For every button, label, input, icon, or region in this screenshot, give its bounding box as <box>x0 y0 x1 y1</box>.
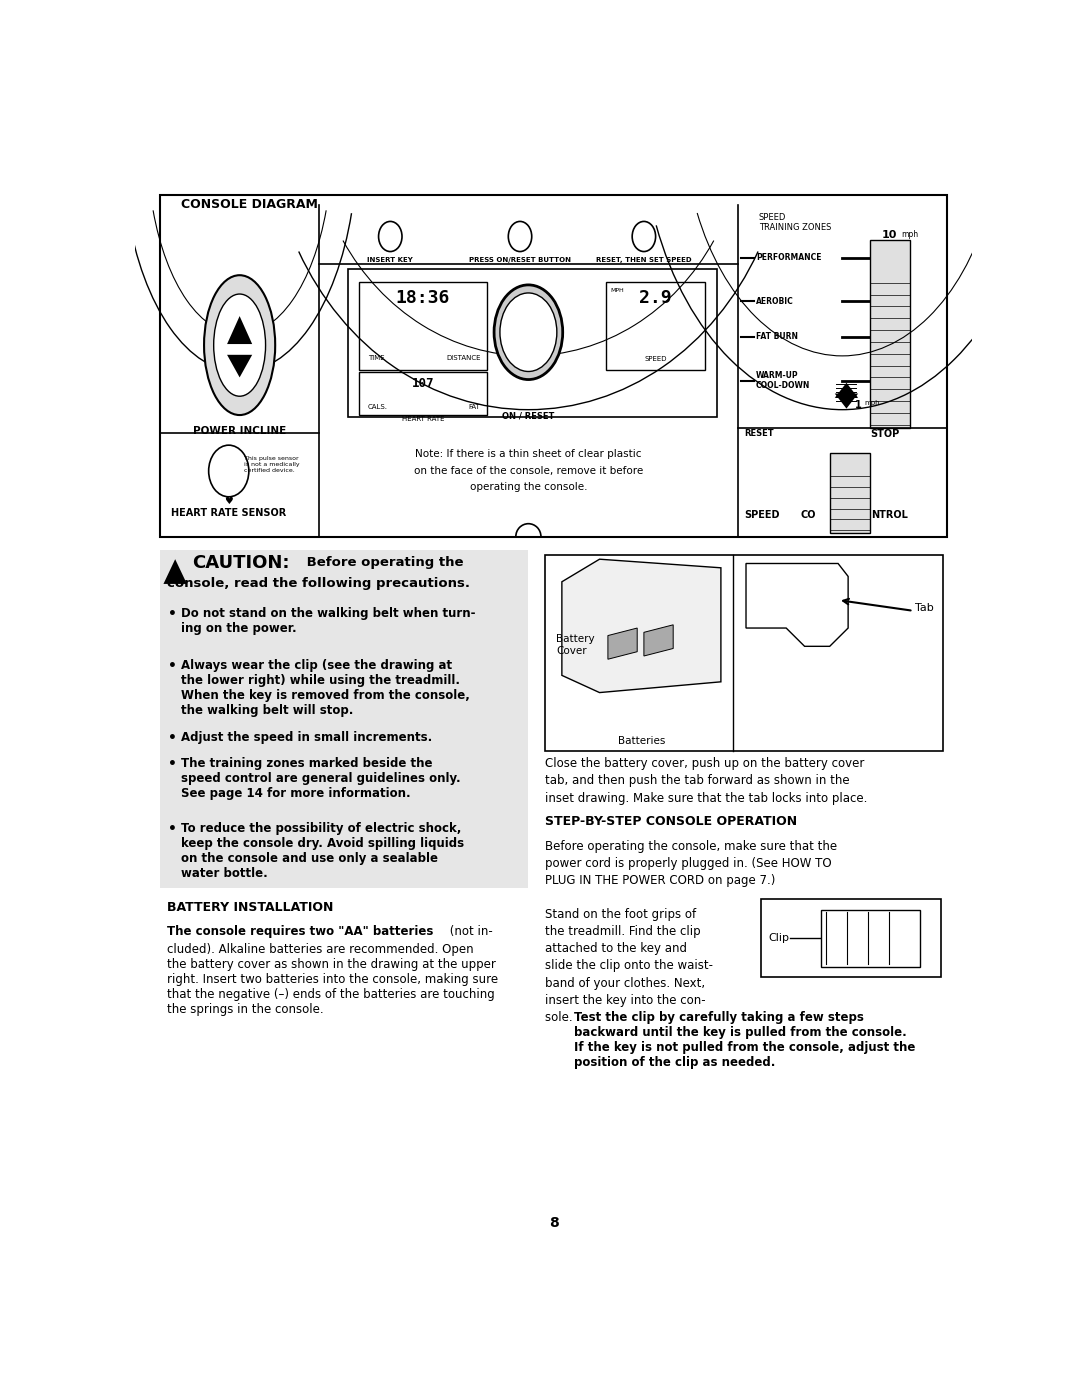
Text: NTROL: NTROL <box>872 510 908 521</box>
Text: POWER INCLINE: POWER INCLINE <box>193 426 286 436</box>
Text: STEP-BY-STEP CONSOLE OPERATION: STEP-BY-STEP CONSOLE OPERATION <box>545 816 797 828</box>
Text: band of your clothes. Next,: band of your clothes. Next, <box>545 977 705 989</box>
Text: power cord is properly plugged in. (See HOW TO: power cord is properly plugged in. (See … <box>545 858 832 870</box>
Text: Test the clip by carefully taking a few steps
backward until the key is pulled f: Test the clip by carefully taking a few … <box>575 1011 916 1069</box>
Text: Adjust the speed in small increments.: Adjust the speed in small increments. <box>181 731 432 745</box>
Ellipse shape <box>494 285 563 380</box>
Text: attached to the key and: attached to the key and <box>545 942 687 956</box>
Text: HEART RATE: HEART RATE <box>402 416 444 422</box>
Text: !: ! <box>173 566 177 574</box>
Text: 107: 107 <box>411 377 434 390</box>
Polygon shape <box>835 394 859 408</box>
Text: HEART RATE SENSOR: HEART RATE SENSOR <box>171 507 286 517</box>
Text: Battery
Cover: Battery Cover <box>556 634 595 657</box>
Text: CAUTION:: CAUTION: <box>192 553 289 571</box>
Text: PRESS ON/RESET BUTTON: PRESS ON/RESET BUTTON <box>469 257 571 263</box>
Ellipse shape <box>214 293 266 397</box>
Text: MPH: MPH <box>610 288 624 293</box>
Polygon shape <box>608 629 637 659</box>
Text: BATTERY INSTALLATION: BATTERY INSTALLATION <box>166 901 334 914</box>
Text: INSERT KEY: INSERT KEY <box>367 257 414 263</box>
Text: SPEED
TRAINING ZONES: SPEED TRAINING ZONES <box>758 212 831 232</box>
Text: 3: 3 <box>640 232 647 240</box>
Text: 10: 10 <box>881 231 896 240</box>
Text: PLUG IN THE POWER CORD on page 7.): PLUG IN THE POWER CORD on page 7.) <box>545 875 775 887</box>
Text: PERFORMANCE: PERFORMANCE <box>756 253 822 263</box>
Text: ON / RESET: ON / RESET <box>502 412 554 420</box>
Ellipse shape <box>500 293 557 372</box>
Text: Tab: Tab <box>915 602 934 613</box>
Text: Batteries: Batteries <box>618 736 665 746</box>
Text: •: • <box>168 659 177 673</box>
Text: 1: 1 <box>854 400 862 409</box>
Text: on the face of the console, remove it before: on the face of the console, remove it be… <box>414 465 643 475</box>
Text: Note: If there is a thin sheet of clear plastic: Note: If there is a thin sheet of clear … <box>415 450 642 460</box>
Text: 2: 2 <box>517 232 523 240</box>
Text: mph: mph <box>901 231 918 239</box>
Text: SPEED: SPEED <box>744 510 780 521</box>
Circle shape <box>208 446 248 497</box>
Text: 2.9: 2.9 <box>639 289 672 307</box>
Text: Close the battery cover, push up on the battery cover: Close the battery cover, push up on the … <box>545 757 864 770</box>
Text: CALS.: CALS. <box>367 404 388 409</box>
Text: slide the clip onto the waist-: slide the clip onto the waist- <box>545 960 713 972</box>
Text: •: • <box>168 731 177 746</box>
Text: To reduce the possibility of electric shock,
keep the console dry. Avoid spillin: To reduce the possibility of electric sh… <box>181 821 464 880</box>
Text: the treadmill. Find the clip: the treadmill. Find the clip <box>545 925 701 937</box>
Text: •: • <box>168 821 177 835</box>
Text: •: • <box>168 757 177 771</box>
Text: (not in-: (not in- <box>446 925 494 937</box>
FancyBboxPatch shape <box>869 240 910 427</box>
Text: Do not stand on the walking belt when turn-
ing on the power.: Do not stand on the walking belt when tu… <box>181 606 475 634</box>
Text: Always wear the clip (see the drawing at
the lower right) while using the treadm: Always wear the clip (see the drawing at… <box>181 659 470 717</box>
Text: AEROBIC: AEROBIC <box>756 296 794 306</box>
Circle shape <box>379 222 402 251</box>
Polygon shape <box>644 624 673 657</box>
Text: The training zones marked beside the
speed control are general guidelines only.
: The training zones marked beside the spe… <box>181 757 461 800</box>
Text: DISTANCE: DISTANCE <box>446 355 481 362</box>
Text: RESET, THEN SET SPEED: RESET, THEN SET SPEED <box>596 257 691 263</box>
Text: Before operating the console, make sure that the: Before operating the console, make sure … <box>545 840 837 854</box>
Text: SPEED: SPEED <box>645 356 666 362</box>
Ellipse shape <box>204 275 275 415</box>
Text: TIME: TIME <box>367 355 384 362</box>
Text: mph: mph <box>865 400 880 407</box>
Text: FAT: FAT <box>469 404 481 409</box>
Text: ♥: ♥ <box>225 496 233 506</box>
Text: 8: 8 <box>549 1217 558 1231</box>
Text: WARM-UP
COOL-DOWN: WARM-UP COOL-DOWN <box>756 372 810 390</box>
Text: cluded). Alkaline batteries are recommended. Open
the battery cover as shown in : cluded). Alkaline batteries are recommen… <box>166 943 498 1016</box>
Text: inset drawing. Make sure that the tab locks into place.: inset drawing. Make sure that the tab lo… <box>545 792 867 805</box>
Text: operating the console.: operating the console. <box>470 482 588 492</box>
Text: This pulse sensor
is not a medically
certified device.: This pulse sensor is not a medically cer… <box>244 457 299 472</box>
Circle shape <box>632 222 656 251</box>
Text: Stand on the foot grips of: Stand on the foot grips of <box>545 908 697 921</box>
Text: Before operating the: Before operating the <box>302 556 464 569</box>
Text: sole.: sole. <box>545 1011 577 1024</box>
Text: STOP: STOP <box>869 429 900 439</box>
Text: CO: CO <box>800 510 815 521</box>
Polygon shape <box>163 559 187 584</box>
Text: The console requires two "AA" batteries: The console requires two "AA" batteries <box>166 925 433 937</box>
Text: Clip: Clip <box>769 933 789 943</box>
Circle shape <box>509 222 531 251</box>
Text: RESET: RESET <box>744 429 774 439</box>
Polygon shape <box>562 559 721 693</box>
Polygon shape <box>227 316 253 344</box>
FancyBboxPatch shape <box>829 453 869 534</box>
FancyBboxPatch shape <box>160 549 528 888</box>
Polygon shape <box>227 355 253 377</box>
Text: FAT BURN: FAT BURN <box>756 332 798 341</box>
Text: CONSOLE DIAGRAM: CONSOLE DIAGRAM <box>181 198 318 211</box>
Text: tab, and then push the tab forward as shown in the: tab, and then push the tab forward as sh… <box>545 774 850 788</box>
Text: 1: 1 <box>387 232 393 240</box>
Text: insert the key into the con-: insert the key into the con- <box>545 993 705 1007</box>
Text: console, read the following precautions.: console, read the following precautions. <box>166 577 470 591</box>
Text: •: • <box>168 606 177 620</box>
Polygon shape <box>835 383 859 398</box>
Text: 18:36: 18:36 <box>395 289 450 307</box>
Polygon shape <box>746 563 848 647</box>
